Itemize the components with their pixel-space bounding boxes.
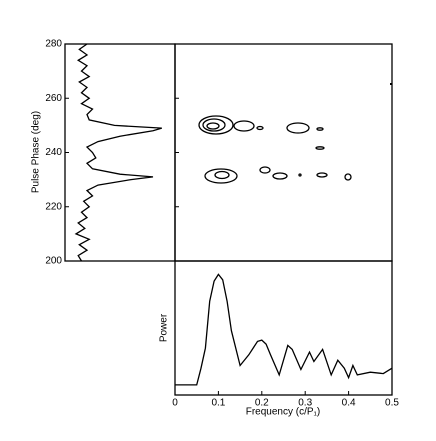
contour [315, 146, 325, 150]
contour [272, 172, 288, 180]
contour [202, 118, 226, 132]
profile-frame [64, 43, 176, 262]
contours [198, 83, 392, 184]
x-tick-label: 0.4 [342, 398, 356, 409]
power-frame [174, 260, 393, 396]
contour [206, 122, 220, 130]
x-tick-label: 0.1 [211, 398, 225, 409]
contour [259, 166, 271, 174]
contour [198, 115, 234, 135]
y-tick-label: 240 [45, 147, 62, 158]
y-axis-label: Pulse Phase (deg) [31, 111, 42, 193]
power-line [175, 273, 393, 386]
contour [204, 168, 238, 184]
contour-frame [174, 43, 393, 262]
y-tick-label: 260 [45, 93, 62, 104]
contour [298, 173, 302, 177]
profile-line [74, 43, 162, 262]
x-tick-label: 0.5 [385, 398, 399, 409]
y-tick-label: 220 [45, 201, 62, 212]
contour [286, 122, 310, 134]
x-axis-label: Frequency (c/P₁) [246, 407, 321, 418]
x-tick-label: 0.2 [255, 398, 269, 409]
contour [344, 173, 352, 181]
y-tick-label: 200 [45, 256, 62, 267]
contour [316, 127, 324, 131]
contour [256, 125, 264, 131]
x-tick-label: 0.3 [298, 398, 312, 409]
contour [214, 170, 230, 180]
x-tick-label: 0 [172, 398, 178, 409]
contour [316, 172, 328, 178]
y-tick-label: 280 [45, 39, 62, 50]
contour [233, 120, 255, 132]
y-axis-label: Power [159, 313, 170, 342]
